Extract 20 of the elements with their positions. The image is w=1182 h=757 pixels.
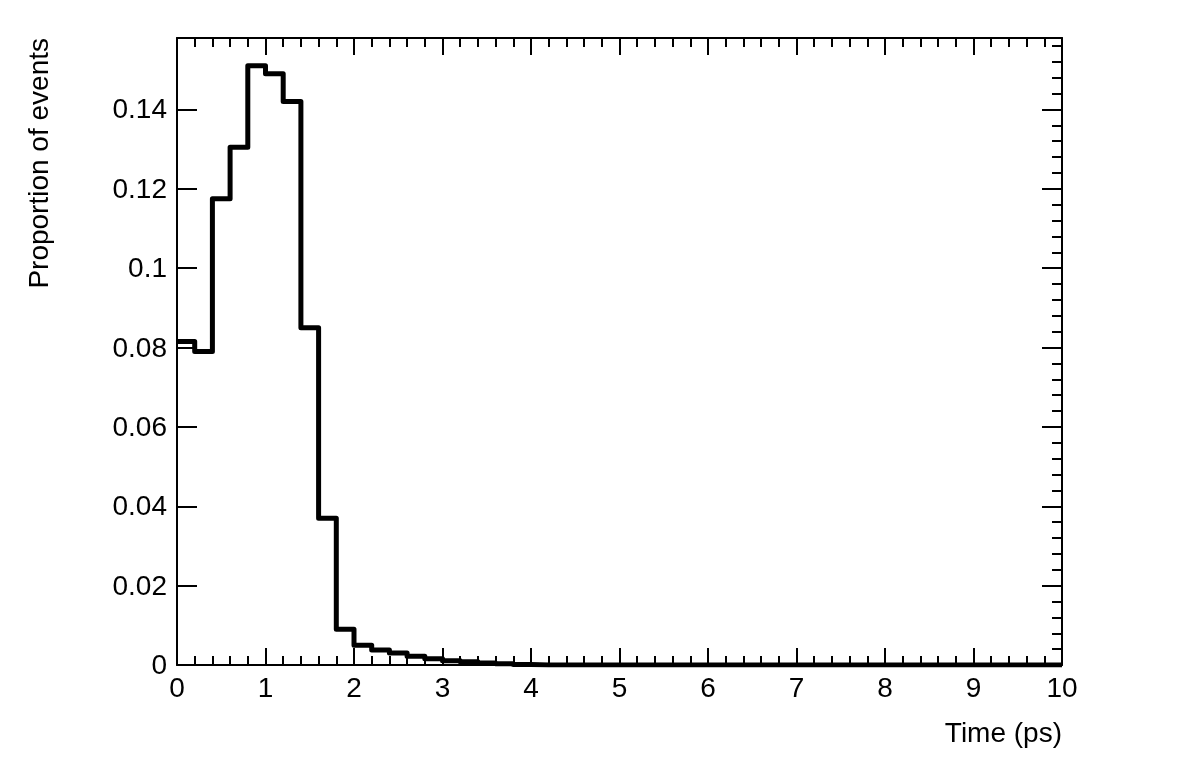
x-tick-label: 9 [965, 671, 982, 703]
y-tick-label: 0.04 [112, 490, 167, 523]
y-tick-label: 0.06 [112, 410, 167, 443]
y-tick-label: 0.1 [128, 252, 167, 285]
x-tick-label: 10 [1046, 671, 1078, 703]
y-axis-title: Proportion of events [22, 38, 54, 289]
y-tick-label: 0.08 [112, 331, 167, 364]
y-tick-label: 0.02 [112, 569, 167, 602]
y-tick-label: 0.12 [112, 172, 167, 205]
x-tick-label: 3 [434, 671, 451, 703]
y-tick-label: 0 [151, 649, 167, 681]
y-tick-label: 0.14 [112, 93, 167, 126]
x-tick-label: 8 [877, 671, 893, 703]
x-tick-label: 6 [700, 671, 716, 703]
x-tick-label: 2 [346, 671, 362, 703]
x-tick-label: 7 [788, 671, 805, 703]
x-axis-title: Time (ps) [944, 716, 1062, 748]
x-tick-label: 5 [611, 671, 628, 703]
x-tick-label: 1 [257, 671, 274, 703]
x-tick-label: 4 [523, 671, 539, 703]
